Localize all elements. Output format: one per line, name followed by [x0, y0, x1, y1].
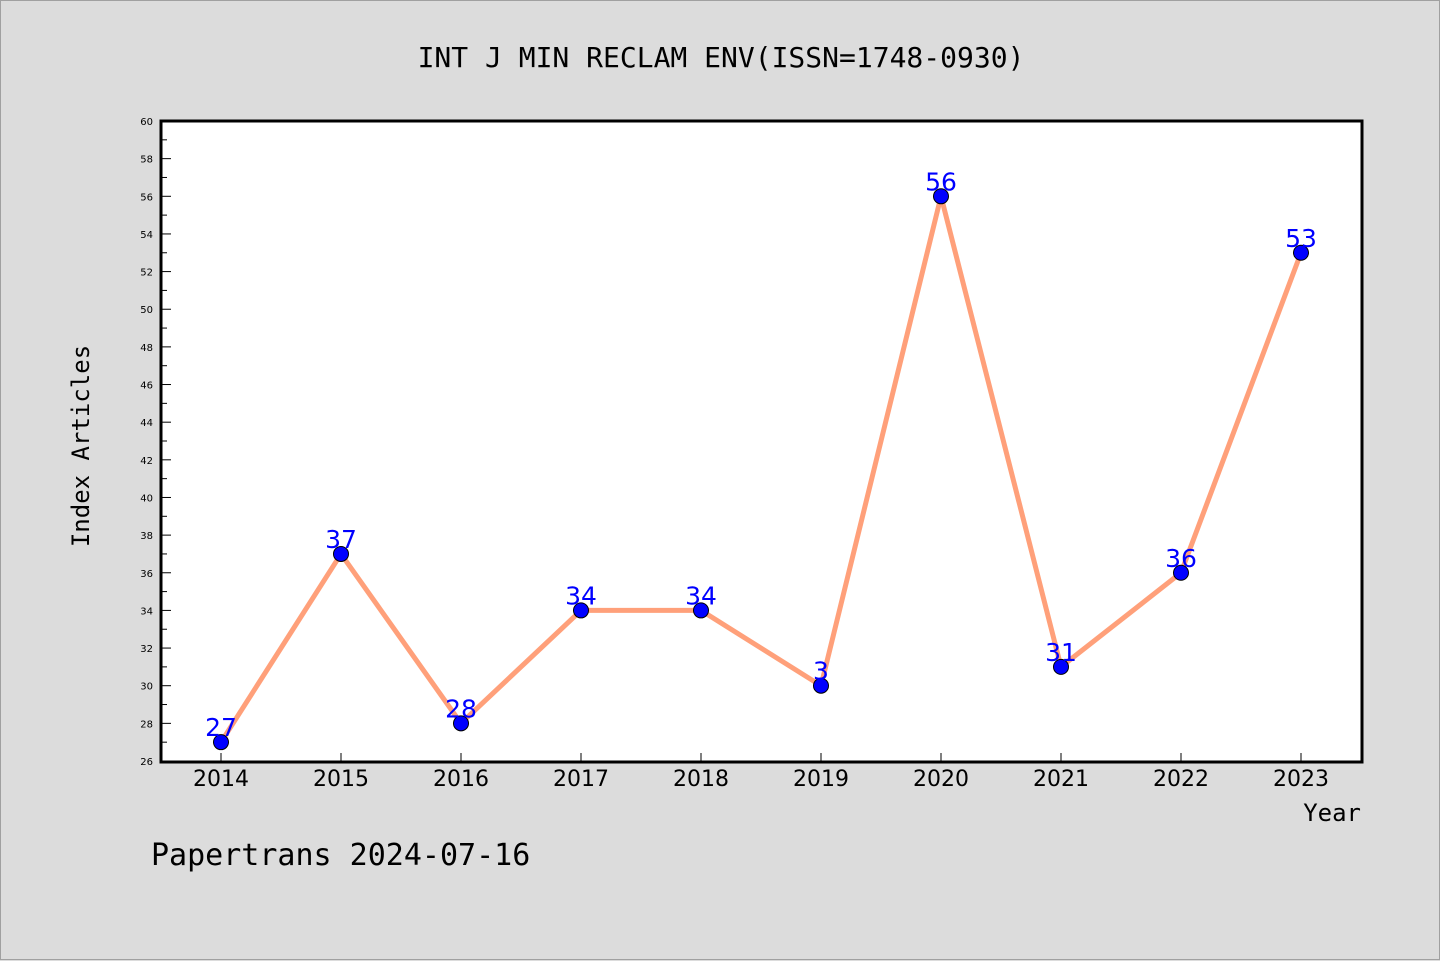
- data-label: 3: [813, 657, 829, 686]
- data-point: [1053, 658, 1069, 675]
- data-label: 36: [1165, 544, 1197, 573]
- x-tick-label: 2018: [673, 767, 729, 792]
- data-label: 56: [925, 167, 957, 196]
- y-tick-label: 36: [140, 569, 153, 580]
- data-label: 37: [325, 525, 357, 554]
- data-label: 27: [205, 713, 237, 742]
- data-label: 31: [1045, 638, 1077, 667]
- x-tick-label: 2014: [193, 767, 249, 792]
- data-point: [1293, 244, 1309, 261]
- y-tick-label: 34: [140, 606, 153, 617]
- plot-area: [159, 119, 1364, 764]
- x-tick-label: 2020: [913, 767, 969, 792]
- x-tick-label: 2023: [1273, 767, 1329, 792]
- data-label: 53: [1285, 224, 1317, 253]
- data-label: 34: [685, 581, 717, 610]
- y-tick-label: 46: [140, 381, 153, 392]
- y-axis-label: Index Articles: [67, 345, 95, 547]
- y-tick-label: 42: [140, 456, 153, 467]
- y-tick-label: 50: [140, 305, 153, 316]
- x-tick-label: 2019: [793, 767, 849, 792]
- data-point: [453, 715, 469, 732]
- series-line: [218, 195, 1304, 744]
- data-point: [693, 602, 709, 619]
- y-tick-label: 26: [140, 757, 153, 768]
- data-point: [933, 188, 949, 205]
- x-axis: 2014 2015 2016 2017 2018 2019 2020 2021 2022 2023: [193, 753, 1329, 792]
- chart-title: INT J MIN RECLAM ENV(ISSN=1748-0930): [418, 41, 1025, 74]
- y-axis: 26 28 30 32 34 36 38 40 42 44 46 48 50 52 54 56 58 60: [140, 117, 171, 768]
- data-point: [213, 734, 229, 751]
- x-tick-label: 2022: [1153, 767, 1209, 792]
- y-tick-label: 58: [140, 155, 153, 166]
- y-tick-label: 48: [140, 343, 153, 354]
- y-tick-label: 38: [140, 531, 153, 542]
- y-tick-label: 52: [140, 268, 153, 279]
- data-label: 34: [565, 581, 597, 610]
- data-point: [1173, 564, 1189, 581]
- y-tick-label: 44: [140, 418, 153, 429]
- x-tick-label: 2017: [553, 767, 609, 792]
- data-point: [573, 602, 589, 619]
- series-group: [213, 188, 1309, 751]
- data-labels: 27 37 28 34 34 3 56 31 36 53: [205, 167, 1317, 742]
- data-point: [333, 545, 349, 562]
- x-tick-label: 2021: [1033, 767, 1089, 792]
- y-tick-label: 40: [140, 493, 153, 504]
- footer-text: Papertrans 2024-07-16: [151, 838, 530, 873]
- x-axis-label: Year: [1303, 799, 1361, 827]
- y-tick-label: 54: [140, 230, 153, 241]
- x-tick-label: 2015: [313, 767, 369, 792]
- y-tick-label: 28: [140, 719, 153, 730]
- data-label: 28: [445, 694, 477, 723]
- y-tick-label: 60: [140, 117, 153, 128]
- y-tick-label: 30: [140, 682, 153, 693]
- x-tick-label: 2016: [433, 767, 489, 792]
- y-tick-label: 56: [140, 192, 153, 203]
- y-tick-label: 32: [140, 644, 153, 655]
- data-point: [813, 677, 829, 694]
